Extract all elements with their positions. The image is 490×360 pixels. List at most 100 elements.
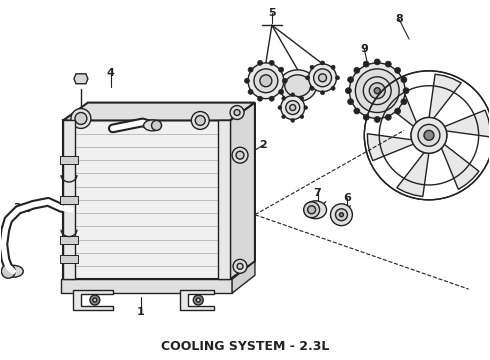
Circle shape bbox=[77, 114, 85, 122]
Text: 6: 6 bbox=[343, 193, 351, 203]
Circle shape bbox=[314, 69, 332, 87]
Circle shape bbox=[286, 100, 300, 114]
Circle shape bbox=[369, 83, 385, 99]
Ellipse shape bbox=[279, 70, 317, 102]
Text: 4: 4 bbox=[107, 68, 115, 78]
Polygon shape bbox=[60, 196, 78, 204]
Circle shape bbox=[336, 76, 340, 80]
Circle shape bbox=[320, 61, 324, 65]
Circle shape bbox=[291, 93, 294, 96]
Text: 7: 7 bbox=[314, 188, 321, 198]
Polygon shape bbox=[61, 279, 232, 293]
Circle shape bbox=[336, 209, 347, 221]
Text: 8: 8 bbox=[395, 14, 403, 24]
Circle shape bbox=[248, 67, 253, 72]
Circle shape bbox=[279, 89, 284, 94]
Circle shape bbox=[331, 65, 335, 69]
Circle shape bbox=[90, 295, 100, 305]
Circle shape bbox=[282, 115, 285, 118]
Circle shape bbox=[345, 88, 351, 94]
Circle shape bbox=[93, 298, 97, 302]
Polygon shape bbox=[60, 235, 78, 243]
Polygon shape bbox=[180, 290, 214, 310]
Circle shape bbox=[245, 78, 249, 83]
Circle shape bbox=[269, 96, 274, 101]
Circle shape bbox=[233, 260, 247, 273]
Text: COOLING SYSTEM - 2.3L: COOLING SYSTEM - 2.3L bbox=[161, 340, 329, 353]
Circle shape bbox=[310, 86, 314, 90]
Circle shape bbox=[308, 206, 316, 214]
Polygon shape bbox=[60, 255, 78, 264]
Text: 5: 5 bbox=[268, 8, 276, 18]
Circle shape bbox=[411, 117, 447, 153]
Circle shape bbox=[318, 74, 326, 82]
Text: 9: 9 bbox=[360, 44, 368, 54]
Circle shape bbox=[196, 298, 200, 302]
Circle shape bbox=[282, 96, 285, 100]
Circle shape bbox=[401, 99, 407, 105]
Circle shape bbox=[401, 77, 407, 83]
Circle shape bbox=[290, 105, 295, 111]
Circle shape bbox=[269, 60, 274, 65]
Circle shape bbox=[411, 117, 447, 153]
Circle shape bbox=[248, 89, 253, 94]
Polygon shape bbox=[60, 156, 78, 164]
Circle shape bbox=[355, 69, 399, 113]
Circle shape bbox=[403, 88, 409, 94]
Polygon shape bbox=[443, 110, 490, 137]
Polygon shape bbox=[73, 290, 113, 310]
Circle shape bbox=[260, 75, 272, 87]
Circle shape bbox=[230, 105, 244, 120]
Circle shape bbox=[363, 61, 369, 67]
Circle shape bbox=[424, 130, 434, 140]
Polygon shape bbox=[63, 103, 255, 121]
Circle shape bbox=[237, 264, 243, 269]
Circle shape bbox=[75, 113, 87, 125]
Ellipse shape bbox=[285, 75, 311, 96]
Circle shape bbox=[232, 147, 248, 163]
Polygon shape bbox=[397, 152, 429, 197]
Circle shape bbox=[418, 125, 440, 146]
Text: 2: 2 bbox=[259, 140, 267, 150]
Circle shape bbox=[385, 61, 391, 67]
Circle shape bbox=[310, 65, 314, 69]
Circle shape bbox=[73, 111, 89, 126]
Polygon shape bbox=[218, 121, 230, 279]
Circle shape bbox=[234, 109, 240, 116]
Polygon shape bbox=[429, 74, 461, 119]
Circle shape bbox=[374, 88, 380, 94]
Circle shape bbox=[418, 125, 440, 146]
Circle shape bbox=[394, 67, 401, 73]
Circle shape bbox=[300, 115, 304, 118]
Circle shape bbox=[258, 60, 263, 65]
Circle shape bbox=[331, 204, 352, 226]
Polygon shape bbox=[230, 103, 255, 279]
Circle shape bbox=[71, 109, 91, 129]
Ellipse shape bbox=[144, 120, 162, 131]
Circle shape bbox=[304, 106, 307, 109]
Ellipse shape bbox=[305, 201, 326, 219]
Circle shape bbox=[1, 264, 15, 278]
Circle shape bbox=[394, 108, 401, 114]
Ellipse shape bbox=[3, 265, 23, 277]
Circle shape bbox=[354, 108, 360, 114]
Circle shape bbox=[304, 202, 319, 218]
Polygon shape bbox=[232, 261, 255, 293]
Polygon shape bbox=[368, 134, 415, 161]
Circle shape bbox=[340, 213, 343, 217]
Circle shape bbox=[279, 67, 284, 72]
Circle shape bbox=[306, 76, 310, 80]
Circle shape bbox=[349, 63, 405, 118]
Circle shape bbox=[424, 130, 434, 140]
Polygon shape bbox=[379, 81, 417, 127]
Circle shape bbox=[291, 119, 294, 122]
Circle shape bbox=[363, 77, 391, 105]
Circle shape bbox=[248, 63, 284, 99]
Circle shape bbox=[309, 64, 337, 92]
Circle shape bbox=[363, 114, 369, 120]
Polygon shape bbox=[441, 144, 479, 189]
Text: 3: 3 bbox=[14, 203, 21, 213]
Circle shape bbox=[320, 91, 324, 95]
Polygon shape bbox=[63, 121, 75, 279]
Circle shape bbox=[354, 67, 360, 73]
